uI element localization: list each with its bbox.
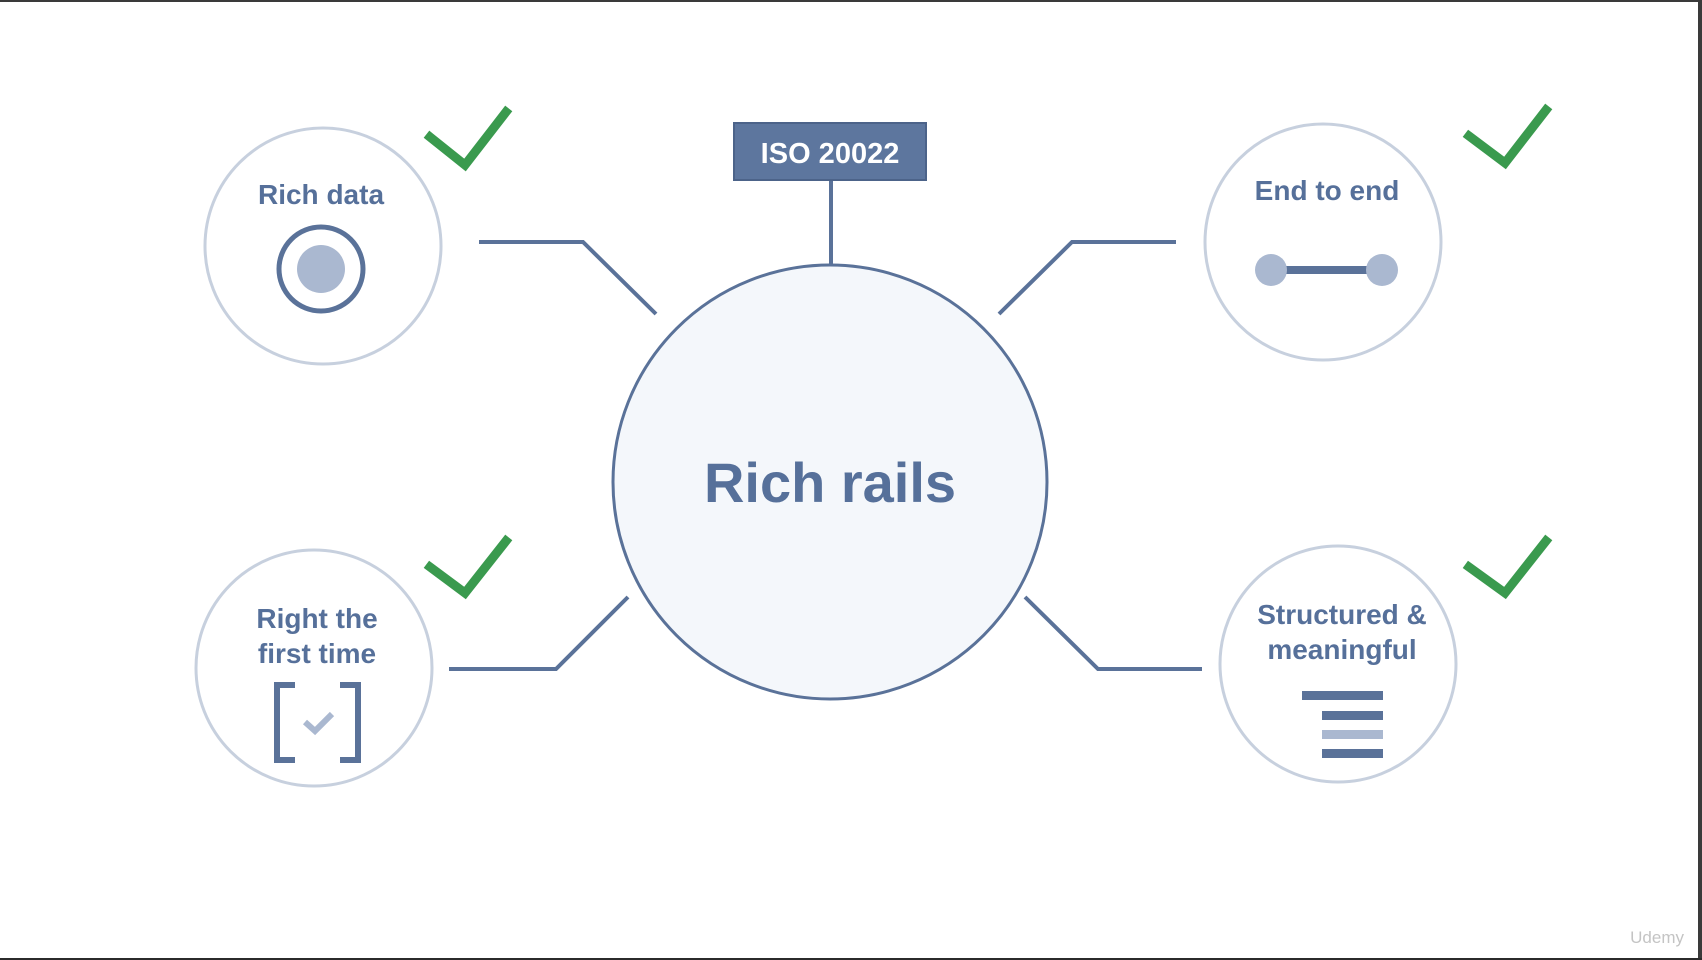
feature-label-line: first time bbox=[258, 638, 376, 669]
feature-label-line: Right the bbox=[256, 603, 377, 634]
checkbox-bracket-icon bbox=[274, 682, 361, 763]
feature-label-line: End to end bbox=[1255, 175, 1400, 206]
feature-rich-data: Rich data bbox=[203, 105, 513, 366]
connector-end-to-end bbox=[997, 240, 1176, 316]
feature-label-line: Rich data bbox=[258, 179, 384, 210]
checkmark-icon bbox=[423, 534, 513, 600]
feature-ring bbox=[194, 548, 434, 788]
watermark-logo: Udemy bbox=[1630, 928, 1684, 947]
iso-tag-label: ISO 20022 bbox=[761, 138, 900, 170]
connector-rich-data bbox=[479, 240, 658, 316]
feature-ring bbox=[1218, 544, 1458, 784]
iso-tag-box bbox=[733, 122, 927, 181]
connector-structured bbox=[1023, 595, 1202, 671]
text-lines-icon bbox=[1302, 691, 1383, 758]
checkmark-icon bbox=[1462, 534, 1553, 600]
feature-ring bbox=[1203, 122, 1443, 362]
feature-label-line: Structured & bbox=[1257, 599, 1427, 630]
target-icon bbox=[276, 224, 366, 314]
connector-right-first-time bbox=[449, 595, 630, 671]
connector-icon bbox=[1255, 254, 1398, 286]
center-node: Rich rails bbox=[611, 263, 1049, 701]
center-label: Rich rails bbox=[704, 451, 956, 514]
feature-end-to-end: End to end bbox=[1203, 103, 1553, 362]
iso-tag: ISO 20022 bbox=[733, 122, 927, 181]
feature-structured: Structured & meaningful bbox=[1218, 534, 1553, 784]
feature-label-line: meaningful bbox=[1267, 634, 1416, 665]
center-circle bbox=[611, 263, 1049, 701]
checkmark-icon bbox=[423, 105, 513, 172]
feature-right-first-time: Right the first time bbox=[194, 534, 513, 788]
connector-lines bbox=[449, 180, 1202, 671]
checkmark-icon bbox=[1462, 103, 1553, 170]
